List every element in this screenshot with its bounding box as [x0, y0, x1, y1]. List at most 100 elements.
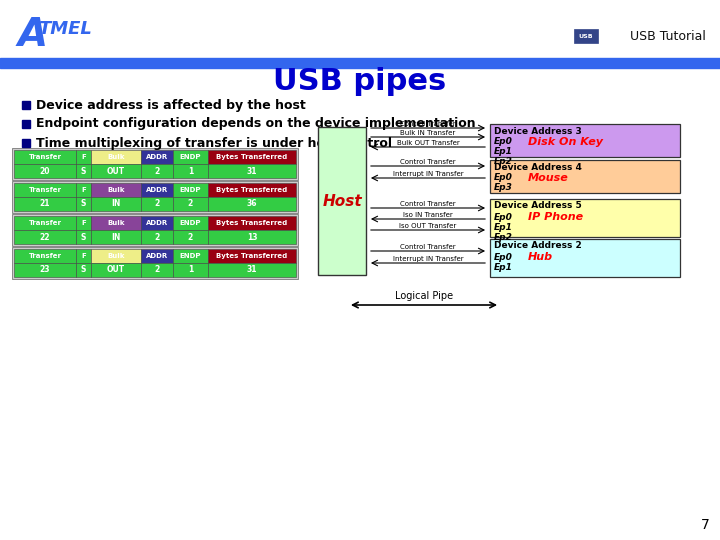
Bar — [76, 150, 91, 164]
Text: Control Transfer: Control Transfer — [400, 159, 456, 165]
Bar — [14, 216, 76, 230]
Bar — [91, 216, 141, 230]
Text: 2: 2 — [154, 266, 160, 274]
Text: F: F — [81, 187, 86, 193]
Bar — [208, 197, 296, 211]
Text: Device address is affected by the host: Device address is affected by the host — [36, 98, 306, 111]
Text: Bulk: Bulk — [107, 253, 125, 259]
Bar — [14, 230, 76, 244]
Text: ENDP: ENDP — [180, 154, 202, 160]
Text: 7: 7 — [701, 518, 710, 532]
Text: TMEL: TMEL — [38, 20, 92, 38]
Text: Host: Host — [322, 193, 362, 208]
Text: A: A — [18, 16, 48, 54]
Text: 36: 36 — [247, 199, 257, 208]
Bar — [141, 183, 173, 197]
Text: 31: 31 — [247, 266, 257, 274]
Bar — [76, 249, 91, 263]
Bar — [22, 120, 30, 128]
Text: Ep0: Ep0 — [494, 138, 513, 146]
Bar — [12, 148, 298, 180]
Text: ADDR: ADDR — [146, 187, 168, 193]
Text: IN: IN — [112, 233, 121, 241]
Text: Bulk IN Transfer: Bulk IN Transfer — [400, 130, 456, 136]
Text: Interrupt IN Transfer: Interrupt IN Transfer — [392, 171, 463, 177]
Text: F: F — [81, 220, 86, 226]
Bar — [173, 197, 208, 211]
Bar — [0, 58, 720, 68]
Text: S: S — [81, 199, 86, 208]
Bar — [318, 127, 366, 275]
Bar — [76, 197, 91, 211]
Bar — [76, 183, 91, 197]
Text: Control Transfer: Control Transfer — [400, 121, 456, 127]
Text: 2: 2 — [154, 166, 160, 176]
Text: USB pipes: USB pipes — [274, 68, 446, 97]
Text: USB Tutorial: USB Tutorial — [630, 30, 706, 43]
Text: 2: 2 — [188, 199, 193, 208]
Bar — [76, 216, 91, 230]
Text: Device Address 4: Device Address 4 — [494, 163, 582, 172]
Text: Bulk: Bulk — [107, 154, 125, 160]
Text: Interrupt IN Transfer: Interrupt IN Transfer — [392, 256, 463, 262]
Text: Control Transfer: Control Transfer — [400, 244, 456, 250]
Bar — [208, 249, 296, 263]
Text: Bulk: Bulk — [107, 220, 125, 226]
Bar — [141, 216, 173, 230]
Text: Ep1: Ep1 — [494, 222, 513, 232]
Text: IN: IN — [112, 199, 121, 208]
Bar — [14, 164, 76, 178]
Text: IP Phone: IP Phone — [528, 212, 583, 222]
Text: Bulk OUT Transfer: Bulk OUT Transfer — [397, 140, 459, 146]
Bar — [141, 249, 173, 263]
Bar — [91, 263, 141, 277]
Text: Ep0: Ep0 — [494, 253, 513, 261]
Bar — [208, 230, 296, 244]
Bar — [173, 249, 208, 263]
Bar — [141, 150, 173, 164]
Text: 13: 13 — [247, 233, 257, 241]
Text: Transfer: Transfer — [29, 220, 61, 226]
Text: ADDR: ADDR — [146, 220, 168, 226]
Bar — [173, 216, 208, 230]
Bar — [490, 124, 680, 157]
Text: Hub: Hub — [528, 252, 553, 262]
Bar — [12, 247, 298, 279]
Text: 1: 1 — [188, 166, 193, 176]
Text: Bytes Transferred: Bytes Transferred — [217, 154, 287, 160]
Bar — [91, 197, 141, 211]
Bar — [574, 29, 598, 43]
Bar — [208, 263, 296, 277]
Text: 21: 21 — [40, 199, 50, 208]
Text: 20: 20 — [40, 166, 50, 176]
Text: Device Address 3: Device Address 3 — [494, 126, 582, 136]
Text: Disk On Key: Disk On Key — [528, 137, 603, 147]
Text: 22: 22 — [40, 233, 50, 241]
Text: ENDP: ENDP — [180, 220, 202, 226]
Text: Iso OUT Transfer: Iso OUT Transfer — [400, 223, 456, 229]
Text: OUT: OUT — [107, 166, 125, 176]
Bar — [91, 183, 141, 197]
Bar — [14, 197, 76, 211]
Text: Bytes Transferred: Bytes Transferred — [217, 220, 287, 226]
Text: F: F — [81, 154, 86, 160]
Text: Transfer: Transfer — [29, 154, 61, 160]
Bar — [208, 183, 296, 197]
Bar — [91, 249, 141, 263]
Bar — [14, 263, 76, 277]
Bar — [173, 164, 208, 178]
Bar — [12, 214, 298, 246]
Bar — [14, 183, 76, 197]
Bar — [91, 150, 141, 164]
Bar — [208, 216, 296, 230]
Bar — [76, 164, 91, 178]
Text: Transfer: Transfer — [29, 253, 61, 259]
Text: S: S — [81, 233, 86, 241]
Bar — [173, 263, 208, 277]
Bar — [76, 230, 91, 244]
Text: USB: USB — [579, 33, 593, 38]
Text: 1: 1 — [188, 266, 193, 274]
Text: Device Address 5: Device Address 5 — [494, 201, 582, 211]
Text: Ep1: Ep1 — [494, 262, 513, 272]
Text: OUT: OUT — [107, 266, 125, 274]
